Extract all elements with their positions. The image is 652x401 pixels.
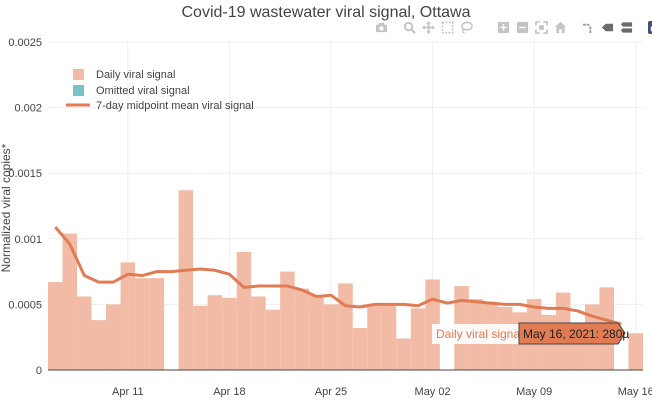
hover-value-box <box>518 322 626 345</box>
x-tick-label: Apr 25 <box>315 386 347 398</box>
bar-daily-viral-signal[interactable] <box>309 295 324 370</box>
bars-daily-viral-signal[interactable] <box>48 190 643 370</box>
bar-daily-viral-signal[interactable] <box>62 233 78 370</box>
legend: Daily viral signal Omitted viral signal … <box>66 69 254 112</box>
y-axis-label: Normalized viral copies* <box>0 143 13 272</box>
x-tick-label: May 16 <box>618 386 652 398</box>
hover-series-box <box>432 324 520 344</box>
bar-daily-viral-signal[interactable] <box>294 288 310 370</box>
hover-closest-icon[interactable] <box>598 19 617 35</box>
box-select-icon[interactable] <box>438 19 457 35</box>
legend-swatch-daily[interactable] <box>73 69 84 80</box>
zoom-in-icon[interactable] <box>494 19 513 35</box>
spike-lines-icon[interactable] <box>579 19 598 35</box>
bar-daily-viral-signal[interactable] <box>381 304 397 370</box>
bar-daily-viral-signal[interactable] <box>265 309 281 370</box>
pan-icon[interactable] <box>419 19 438 35</box>
bar-daily-viral-signal[interactable] <box>251 296 266 370</box>
zoom-icon[interactable] <box>400 19 419 35</box>
modebar <box>372 19 652 35</box>
line-7day-mean[interactable] <box>54 226 622 326</box>
zoom-out-icon[interactable] <box>513 19 532 35</box>
autoscale-icon[interactable] <box>532 19 551 35</box>
axes: 0 0.0005 0.001 0.0015 0.002 0.0025 Apr 11 Apr 1… <box>8 37 652 398</box>
bar-daily-viral-signal[interactable] <box>570 343 585 370</box>
y-tick-label: 0.0025 <box>8 37 42 49</box>
bar-daily-viral-signal[interactable] <box>91 320 107 370</box>
legend-label-daily[interactable]: Daily viral signal <box>96 69 175 81</box>
lasso-select-icon[interactable] <box>457 19 476 35</box>
bar-daily-viral-signal[interactable] <box>367 305 382 370</box>
x-tick-label: May 09 <box>516 386 552 398</box>
bar-daily-viral-signal[interactable] <box>120 262 136 370</box>
bar-daily-viral-signal[interactable] <box>178 190 194 370</box>
x-tick-label: Apr 18 <box>213 386 245 398</box>
hover-value-label: May 16, 2021: 280µ <box>523 327 629 341</box>
bar-daily-viral-signal[interactable] <box>193 305 208 370</box>
legend-label-omitted[interactable]: Omitted viral signal <box>96 85 190 97</box>
camera-icon[interactable] <box>372 19 391 35</box>
bar-daily-viral-signal[interactable] <box>628 333 643 370</box>
reset-axes-icon[interactable] <box>551 19 570 35</box>
legend-swatch-omitted[interactable] <box>73 85 84 96</box>
bar-daily-viral-signal[interactable] <box>396 338 411 370</box>
y-tick-label: 0.002 <box>14 103 42 115</box>
bar-daily-viral-signal[interactable] <box>323 304 339 370</box>
legend-label-mean[interactable]: 7-day midpoint mean viral signal <box>96 100 254 112</box>
line-7day-midpoint-mean[interactable] <box>54 226 622 326</box>
bar-daily-viral-signal[interactable] <box>207 295 223 370</box>
bar-daily-viral-signal[interactable] <box>222 297 237 370</box>
plotly-logo-icon[interactable] <box>645 19 652 35</box>
y-tick-label: 0.0005 <box>8 299 42 311</box>
bar-daily-viral-signal[interactable] <box>106 304 121 370</box>
y-tick-label: 0.001 <box>14 234 42 246</box>
bar-daily-viral-signal[interactable] <box>77 296 92 370</box>
bar-daily-viral-signal[interactable] <box>135 278 150 370</box>
bar-daily-viral-signal[interactable] <box>280 271 295 370</box>
y-tick-label: 0 <box>36 365 42 377</box>
hover-series-label: Daily viral signal <box>436 327 523 341</box>
bar-daily-viral-signal[interactable] <box>352 328 368 370</box>
bar-daily-viral-signal[interactable] <box>338 283 353 370</box>
x-tick-label: Apr 11 <box>112 386 144 398</box>
chart-title: Covid-19 wastewater viral signal, Ottawa <box>181 4 471 21</box>
hover-compare-icon[interactable] <box>617 19 636 35</box>
bar-daily-viral-signal[interactable] <box>149 278 165 370</box>
y-tick-label: 0.0015 <box>8 168 42 180</box>
bar-daily-viral-signal[interactable] <box>410 308 426 370</box>
hover-tooltip: Daily viral signal May 16, 2021: 280µ <box>432 322 629 345</box>
bar-daily-viral-signal[interactable] <box>236 251 252 370</box>
x-tick-label: May 02 <box>415 386 451 398</box>
bar-daily-viral-signal[interactable] <box>48 282 63 370</box>
